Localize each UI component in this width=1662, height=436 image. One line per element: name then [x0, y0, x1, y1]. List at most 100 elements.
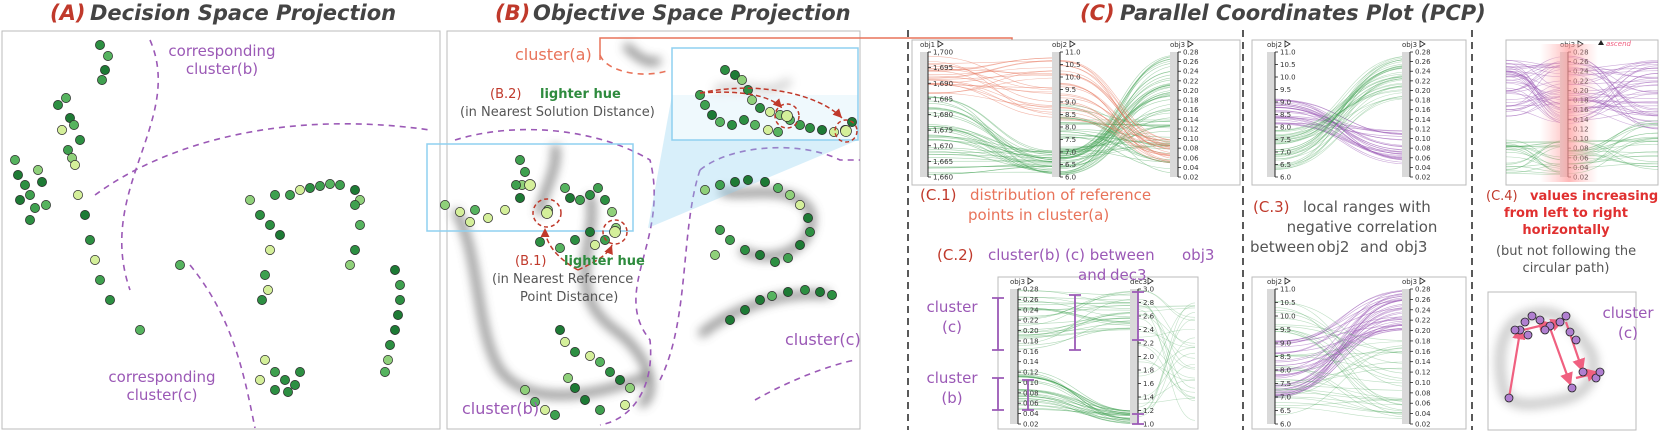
pcp-tick-label: 9.0: [1065, 99, 1076, 107]
dot-b: [440, 200, 449, 209]
dot-b: [580, 395, 589, 404]
pcp-tick-label: 0.02: [1415, 421, 1431, 429]
dot-a: [395, 280, 404, 289]
c2-tag: (C.2): [937, 246, 974, 264]
dot-b: [607, 207, 616, 216]
pcp-tick-label: 10.5: [1065, 61, 1081, 69]
pcp-tick-label: 0.02: [1023, 421, 1039, 429]
c2-cluster-b-1: cluster: [926, 369, 978, 387]
pcp-axis-name: obj3: [1402, 278, 1417, 286]
dot-a: [380, 367, 389, 376]
dot-b: [585, 351, 594, 360]
pcp-tick-label: 6.5: [1280, 407, 1291, 415]
dot-b: [470, 205, 479, 214]
pcp-tick-label: 0.10: [1183, 135, 1199, 143]
dot-a: [260, 355, 269, 364]
pcp-tick-label: 10.5: [1280, 299, 1296, 307]
dot-a: [350, 185, 359, 194]
pcp-axis-name: obj2: [1267, 41, 1282, 49]
c4-highlight-band: [1540, 44, 1598, 182]
c2-code2: dec3: [1110, 266, 1147, 284]
dot-b: [725, 315, 734, 324]
pcp-tick-label: 0.18: [1415, 337, 1431, 345]
pcp-axis-name: obj2: [1267, 278, 1282, 286]
dot-b: [755, 295, 764, 304]
dot-b: [555, 243, 564, 252]
title-a: (A) Decision Space Projection: [50, 1, 396, 25]
dot-b: [570, 383, 579, 392]
dot-a: [270, 385, 279, 394]
dot-a: [283, 387, 292, 396]
pcp-tick-label: 0.20: [1415, 87, 1431, 95]
pcp-tick-label: 0.22: [1415, 317, 1431, 325]
dot-b: [739, 115, 748, 124]
pcp-axis-shade: [1267, 52, 1275, 177]
pcp-tick-label: 2.6: [1143, 313, 1155, 321]
dot-b: [725, 235, 734, 244]
pcp-tick-label: 0.28: [1023, 286, 1039, 294]
c3-and: and: [1360, 238, 1388, 256]
dot-a: [345, 260, 354, 269]
pcp-tick-label: 6.0: [1065, 174, 1076, 182]
pcp-tick-label: 0.26: [1415, 296, 1431, 304]
dot-a: [270, 190, 279, 199]
pcp-tick-label: 0.06: [1023, 400, 1039, 408]
c4-mini-dot: [1541, 326, 1549, 334]
dot-a: [315, 181, 324, 190]
dot-a: [255, 210, 264, 219]
dot-b: [555, 325, 564, 334]
annotation-c1: (C.1) distribution of reference points i…: [920, 186, 1151, 224]
c4-mini-dot: [1579, 368, 1587, 376]
dot-b: [783, 253, 792, 262]
title-c-letter: (C): [1080, 1, 1115, 25]
dot-a: [37, 177, 46, 186]
dot-b: [785, 190, 794, 199]
c4-mini-dot: [1556, 318, 1564, 326]
c1-tag: (C.1): [920, 186, 957, 204]
dot-a: [73, 190, 82, 199]
c4-mini-dot: [1536, 316, 1544, 324]
pcp-tick-label: 0.22: [1023, 317, 1039, 325]
pcp-tick-label: 0.12: [1415, 125, 1431, 133]
pcp-tick-label: 1,700: [933, 49, 953, 57]
pcp-tick-label: 6.5: [1065, 161, 1076, 169]
pcp-tick-label: 0.06: [1415, 400, 1431, 408]
dot-b: [593, 183, 602, 192]
dot-a: [25, 215, 34, 224]
pcp-tick-label: 0.26: [1415, 58, 1431, 66]
dot-b: [715, 117, 724, 126]
dot-a: [350, 245, 359, 254]
c4-line3: horizontally: [1522, 223, 1610, 238]
dot-b: [760, 177, 769, 186]
dot-a: [355, 220, 364, 229]
pcp-tick-label: 1.6: [1143, 380, 1155, 388]
dot-b: [625, 383, 634, 392]
c3-code1: obj2: [1317, 238, 1349, 256]
dot-a: [85, 235, 94, 244]
pcp-tick-label: 0.02: [1183, 174, 1199, 182]
dot-b: [767, 291, 776, 300]
pcp-tick-label: 0.22: [1183, 77, 1199, 85]
pcp-tick-label: 1,680: [933, 111, 953, 119]
dot-a: [275, 230, 284, 239]
b1-hue: lighter hue: [564, 254, 645, 269]
b2-tag: (B.2): [490, 87, 521, 102]
title-c: (C) Parallel Coordinates Plot (PCP): [1080, 1, 1486, 25]
pcp-tick-label: 0.08: [1023, 389, 1039, 397]
pcp-tick-label: 0.14: [1415, 116, 1431, 124]
c4-ascend-label: ascend: [1606, 40, 1632, 48]
pcp-tick-label: 2.4: [1143, 326, 1155, 334]
pcp-axis-shade: [1052, 52, 1060, 177]
pcp-tick-label: 9.0: [1280, 99, 1291, 107]
dot-a: [97, 75, 106, 84]
dot-b-light: [542, 208, 553, 219]
dot-b: [515, 155, 524, 164]
pcp-tick-label: 0.20: [1023, 327, 1039, 335]
dot-a: [69, 120, 78, 129]
c4-mini-dot: [1568, 384, 1576, 392]
c3-code2: obj3: [1395, 238, 1427, 256]
dot-a: [100, 65, 109, 74]
pcp-tick-label: 1.4: [1143, 394, 1155, 402]
pcp-tick-label: 0.08: [1183, 145, 1199, 153]
dot-b: [600, 235, 609, 244]
